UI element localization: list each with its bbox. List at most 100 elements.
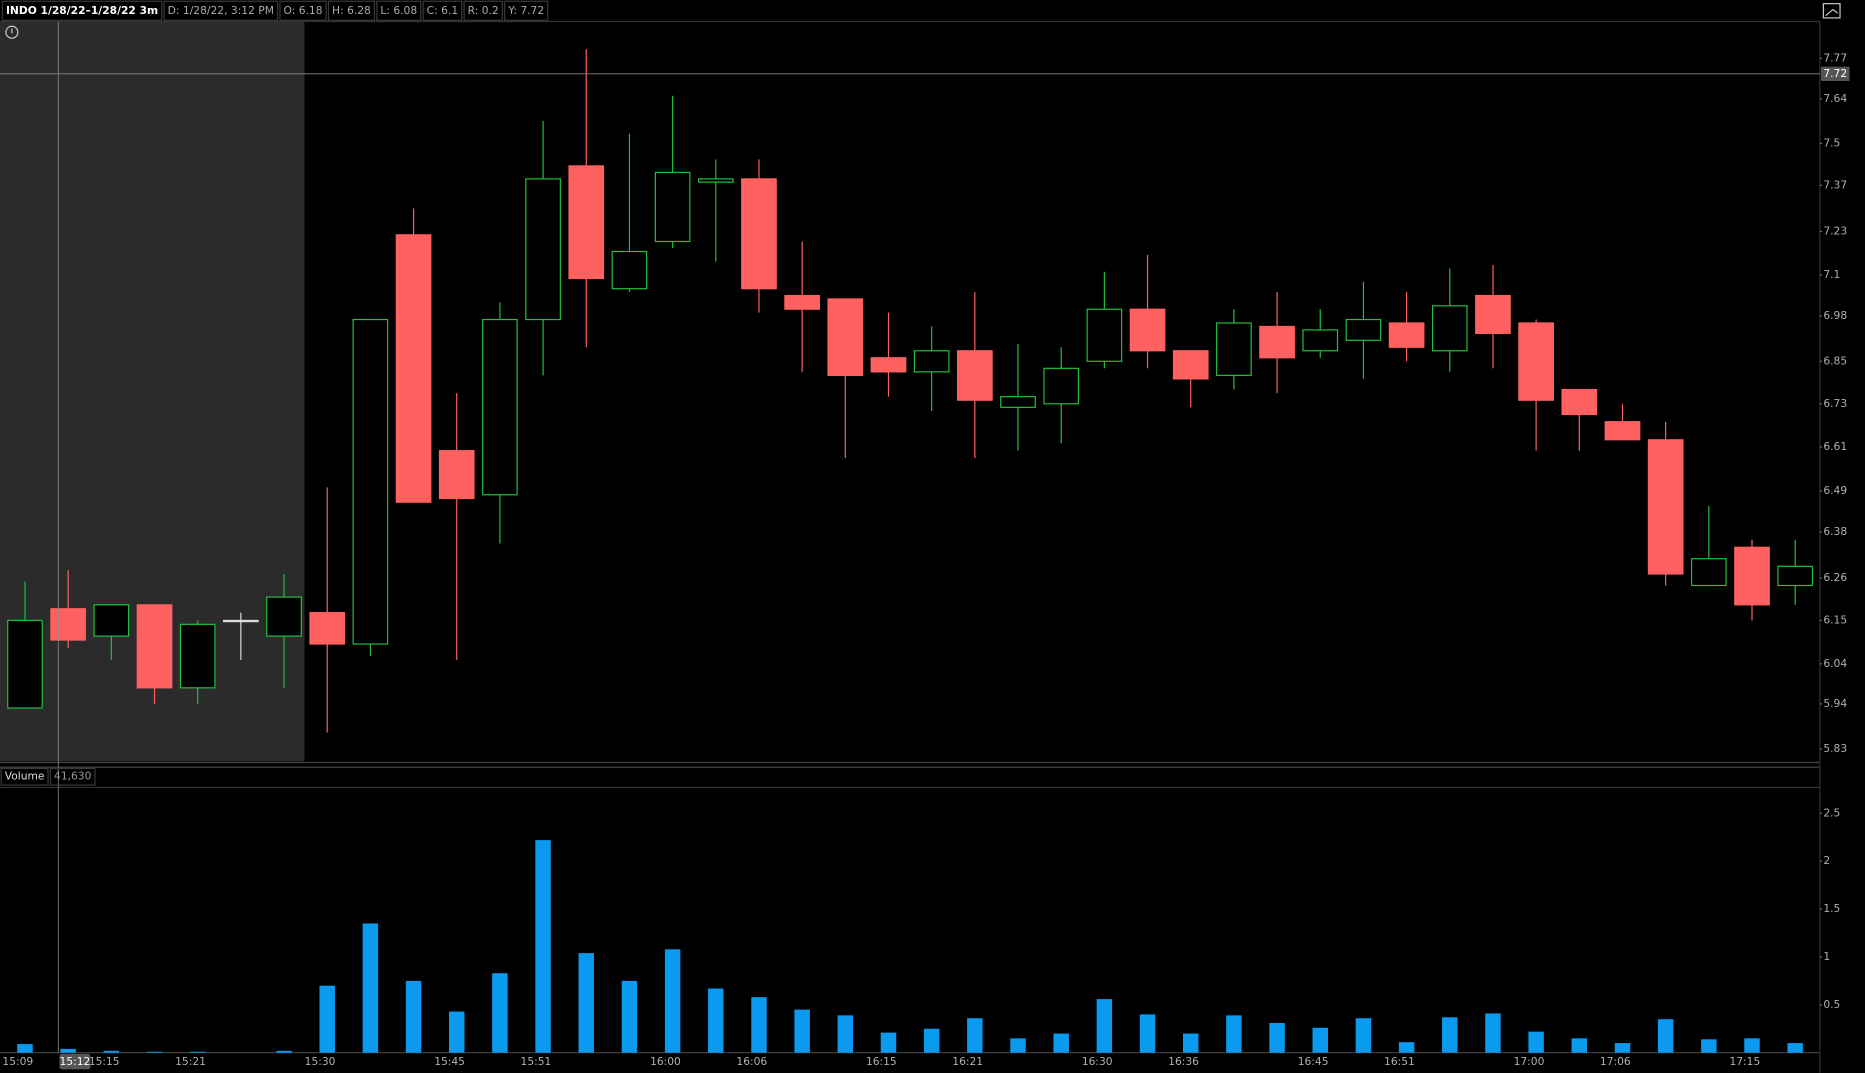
volume-bar: [405, 980, 422, 1053]
x-tick-label: 16:51: [1384, 1055, 1415, 1068]
volume-bar: [60, 1048, 76, 1053]
candle-body: [525, 178, 561, 321]
volume-bar: [621, 980, 638, 1053]
header-item: H: 6.28: [332, 4, 371, 17]
volume-bar: [362, 923, 379, 1053]
scale-icon[interactable]: [1822, 3, 1841, 19]
candle-body: [7, 619, 43, 709]
candle-body: [482, 318, 518, 496]
volume-bar: [1744, 1038, 1760, 1053]
panel-title-box: [0, 767, 49, 786]
candle-body: [1388, 322, 1425, 348]
volume-bar: [880, 1032, 897, 1053]
y-tick-label: 6.38: [1823, 525, 1847, 538]
x-tick-label: 16:15: [866, 1055, 897, 1068]
candle-body: [1431, 305, 1468, 352]
candle-body: [1216, 322, 1252, 376]
header-item: D: 1/28/22, 3:12 PM: [168, 4, 274, 17]
x-tick-label: 15:51: [521, 1055, 552, 1068]
candle-body: [223, 619, 259, 623]
y-tick-label: 2.5: [1823, 806, 1840, 819]
volume-bar: [146, 1051, 163, 1053]
candle-body: [741, 178, 777, 290]
candle-body: [957, 350, 993, 401]
header-box: [1, 0, 163, 21]
y-tick-label: 1: [1823, 950, 1830, 963]
candle-body: [1690, 558, 1727, 587]
panel-subtitle: 41,630: [54, 770, 92, 783]
volume-bar: [1269, 1023, 1285, 1053]
volume-bar: [1010, 1038, 1026, 1053]
volume-bar: [837, 1015, 854, 1053]
volume-bar: [1355, 1018, 1372, 1053]
panel-title: Volume: [5, 770, 45, 783]
volume-bar: [535, 840, 551, 1053]
header-box: [422, 0, 463, 21]
candle-body: [654, 171, 691, 243]
candle-body: [1086, 308, 1123, 362]
volume-bar: [1442, 1017, 1458, 1053]
volume-bar: [751, 997, 767, 1053]
x-tick-label: 15:09: [2, 1055, 33, 1068]
y-tick-label: 6.04: [1823, 657, 1847, 670]
x-tick-label: 16:06: [736, 1055, 767, 1068]
info-icon[interactable]: [5, 25, 19, 39]
volume-bar: [1398, 1042, 1415, 1053]
volume-bar: [276, 1050, 292, 1053]
symbol-title: INDO 1/28/22–1/28/22 3m: [6, 4, 158, 17]
header-item: Y: 7.72: [507, 4, 544, 17]
volume-bar: [449, 1011, 465, 1053]
y-tick-label: 7.64: [1823, 92, 1847, 105]
volume-bar: [1226, 1015, 1242, 1053]
volume-bar: [1096, 999, 1113, 1053]
y-tick-label: 7.77: [1823, 51, 1847, 64]
candle-body: [611, 250, 648, 290]
y-tick-label: 7.23: [1823, 224, 1847, 237]
panel-subtitle-box: [49, 767, 96, 786]
volume-bar: [189, 1051, 206, 1053]
header-box: [376, 0, 422, 21]
volume-bar: [17, 1044, 33, 1053]
y-tick-label: 7.37: [1823, 178, 1847, 191]
candle-body: [1000, 396, 1036, 408]
header-box: [463, 0, 503, 21]
volume-bar: [923, 1028, 940, 1053]
candle-body: [309, 612, 346, 645]
candle-body: [1259, 325, 1295, 359]
x-tick-label: 15:21: [175, 1055, 206, 1068]
volume-bar: [1571, 1038, 1588, 1053]
volume-bar: [794, 1009, 810, 1053]
x-tick-label: 16:36: [1168, 1055, 1199, 1068]
x-tick-label: 15:45: [434, 1055, 465, 1068]
y-tick-label: 6.15: [1823, 613, 1847, 626]
x-tick-label: 16:00: [650, 1055, 681, 1068]
scale-icon-mark: [1825, 8, 1839, 16]
volume-bar: [492, 973, 508, 1053]
header-item: C: 6.1: [427, 4, 458, 17]
candle-body: [913, 350, 950, 373]
volume-bar: [1182, 1033, 1199, 1053]
volume-bar: [708, 988, 724, 1053]
x-tick-label: 15:30: [305, 1055, 336, 1068]
header-item: R: 0.2: [468, 4, 499, 17]
candle-body: [568, 165, 605, 280]
volume-bar: [1312, 1027, 1328, 1053]
x-tick-label: 17:00: [1514, 1055, 1545, 1068]
y-tick-label: 6.85: [1823, 354, 1847, 367]
y-tick-label: 6.49: [1823, 484, 1847, 497]
y-tick-label: 0.5: [1823, 998, 1840, 1011]
header-box: [504, 0, 549, 21]
candle-body: [1043, 367, 1080, 405]
volume-bar: [578, 953, 594, 1053]
candle-body: [697, 178, 734, 183]
y-tick-label: 6.98: [1823, 309, 1847, 322]
candle-body: [1518, 322, 1554, 401]
candle-body: [395, 234, 432, 503]
candle-body: [1302, 329, 1339, 352]
y-tick-label: 2: [1823, 854, 1830, 867]
header-box: [327, 0, 376, 21]
candle-body: [1475, 294, 1511, 334]
candle-body: [827, 298, 864, 376]
